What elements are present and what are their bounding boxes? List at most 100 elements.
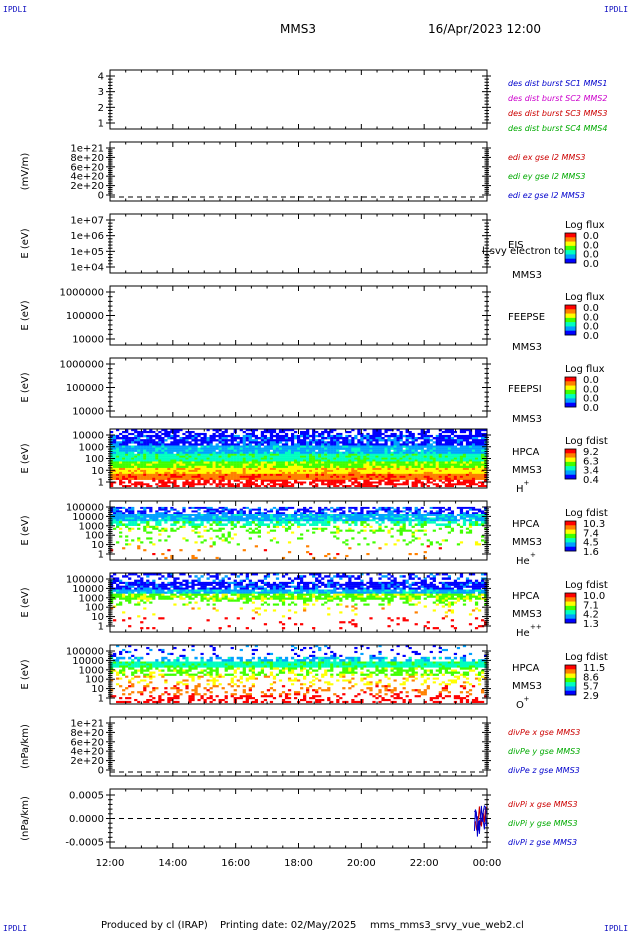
heatmap-cell (387, 512, 391, 515)
colorbar-eis (565, 233, 576, 264)
heatmap-cell (360, 529, 364, 532)
heatmap-cell (321, 453, 325, 456)
heatmap-cell (330, 429, 334, 432)
heatmap-cell (330, 510, 334, 513)
heatmap-cell (435, 469, 439, 473)
heatmap-cell (396, 469, 400, 473)
heatmap-cell (372, 451, 376, 454)
heatmap-cell (396, 479, 400, 482)
heatmap-cell (140, 473, 144, 477)
heatmap-cell (242, 461, 246, 464)
heatmap-cell (405, 506, 409, 509)
heatmap-cell (411, 467, 415, 471)
heatmap-cell (233, 471, 237, 475)
heatmap-cell (182, 506, 186, 509)
heatmap-cell (393, 523, 397, 526)
heatmap-cell (336, 463, 340, 466)
heatmap-cell (336, 537, 340, 540)
heatmap-cell (399, 451, 403, 454)
heatmap-cell (146, 441, 150, 444)
heatmap-cell (420, 443, 424, 446)
heatmap-cell (468, 529, 473, 532)
heatmap-cell (119, 481, 123, 484)
heatmap-cell (477, 457, 482, 460)
heatmap-cell (116, 541, 120, 544)
heatmap-cell (462, 467, 467, 471)
heatmap-cell (164, 430, 168, 434)
heatmap-cell (438, 523, 442, 526)
heatmap-cell (306, 515, 310, 518)
heatmap-cell (450, 513, 455, 516)
heatmap-cell (137, 457, 141, 460)
heatmap-cell (173, 513, 177, 516)
heatmap-cell (230, 434, 234, 438)
heatmap-cell (236, 457, 240, 460)
heatmap-cell (209, 467, 213, 471)
heatmap-cell (230, 512, 234, 515)
heatmap-cell (128, 453, 132, 456)
heatmap-cell (221, 447, 225, 450)
heatmap-cell (402, 451, 406, 454)
heatmap-cell (300, 537, 304, 540)
heatmap-cell (140, 506, 144, 509)
heatmap-cell (414, 477, 418, 480)
heatmap-cell (182, 467, 186, 471)
heatmap-cell (345, 469, 349, 473)
heatmap-cell (140, 475, 144, 478)
heatmap-cell (348, 479, 352, 482)
heatmap-cell (176, 430, 180, 434)
heatmap-cell (399, 529, 403, 532)
heatmap-cell (474, 477, 479, 480)
heatmap-cell (170, 508, 174, 511)
heatmap-cell (306, 463, 310, 466)
heatmap-cell (206, 459, 210, 462)
heatmap-cell (290, 485, 295, 488)
heatmap-cell (438, 473, 442, 477)
heatmap-cell (402, 527, 406, 530)
heatmap-cell (480, 451, 485, 454)
heatmap-cell (480, 510, 485, 513)
heatmap-cell (239, 469, 243, 473)
heatmap-cell (260, 439, 265, 442)
heatmap-cell (158, 475, 162, 478)
heatmap-cell (113, 477, 117, 480)
heatmap-cell (474, 441, 479, 444)
heatmap-cell (336, 525, 340, 528)
heatmap-cell (369, 465, 373, 469)
heatmap-cell (351, 437, 355, 440)
heatmap-cell (369, 437, 373, 440)
heatmap-cell (363, 459, 367, 462)
heatmap-cell (456, 467, 461, 471)
heatmap-cell (432, 512, 436, 515)
heatmap-cell (197, 469, 201, 473)
heatmap-cell (468, 508, 473, 511)
heatmap-cell (471, 475, 476, 478)
heatmap-cell (342, 521, 346, 524)
heatmap-cell (125, 459, 129, 462)
heatmap-cell (336, 508, 340, 511)
heatmap-cell (465, 531, 470, 534)
heatmap-cell (278, 506, 283, 509)
heatmap-cell (110, 465, 114, 469)
heatmap-cell (167, 517, 171, 520)
heatmap-cell (263, 512, 268, 515)
heatmap-cell (233, 533, 237, 536)
heatmap-cell (263, 429, 268, 432)
heatmap-cell (194, 473, 198, 477)
heatmap-cell (128, 439, 132, 442)
heatmap-cell (245, 515, 249, 518)
heatmap-cell (152, 471, 156, 475)
heatmap-cell (366, 463, 370, 466)
heatmap-cell (357, 473, 361, 477)
heatmap-cell (110, 510, 114, 513)
heatmap-cell (384, 457, 388, 460)
heatmap-cell (381, 479, 385, 482)
heatmap-cell (396, 445, 400, 448)
heatmap-cell (399, 469, 403, 473)
legend-entry-des: des dist burst SC3 MMS3 (508, 109, 607, 118)
heatmap-cell (465, 449, 470, 452)
heatmap-cell (287, 467, 292, 471)
heatmap-cell (315, 523, 319, 526)
heatmap-cell (432, 471, 436, 475)
heatmap-cell (125, 469, 129, 473)
